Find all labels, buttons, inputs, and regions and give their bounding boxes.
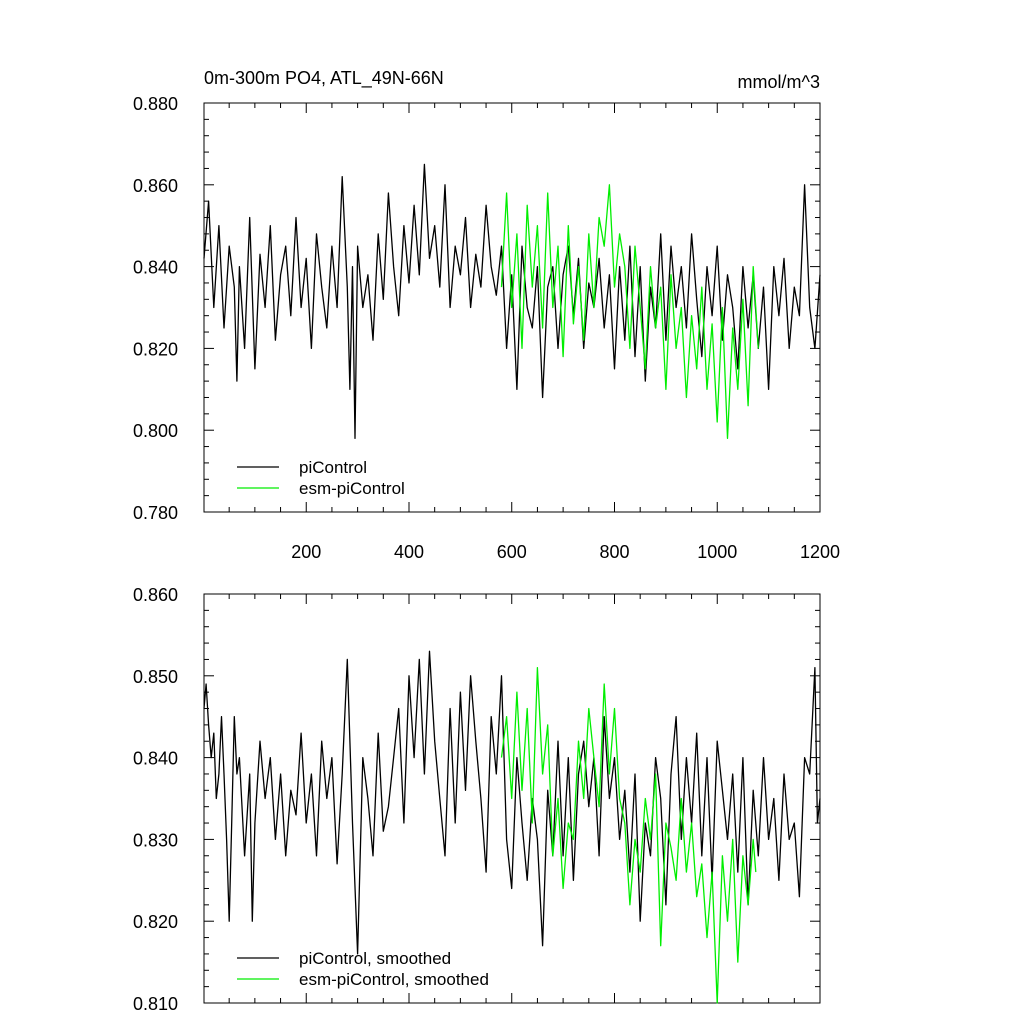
top-x-tick-label: 1200 <box>800 542 840 562</box>
bottom-legend-label: piControl, smoothed <box>299 949 451 968</box>
top-x-tick-label: 800 <box>599 542 629 562</box>
top-series-line-esm-picontrol <box>500 184 759 440</box>
bottom-y-tick-label: 0.830 <box>133 830 178 850</box>
top-legend-label: piControl <box>299 458 367 477</box>
bottom-y-tick-label: 0.850 <box>133 667 178 687</box>
top-x-tick-label: 400 <box>394 542 424 562</box>
top-y-tick-label: 0.860 <box>133 176 178 196</box>
bottom-series-line-esm-picontrol <box>500 666 757 1004</box>
bottom-y-tick-label: 0.860 <box>133 585 178 605</box>
bottom-series-line-picontrol <box>203 650 821 955</box>
top-y-tick-label: 0.840 <box>133 258 178 278</box>
top-y-tick-label: 0.800 <box>133 421 178 441</box>
top-plot-area: 0.780 0.800 0.820 0.840 0.860 0.880 200 400 600 8… <box>133 94 840 562</box>
bottom-y-tick-label: 0.810 <box>133 994 178 1014</box>
top-x-tick-label: 200 <box>291 542 321 562</box>
top-x-tick-label: 600 <box>497 542 527 562</box>
top-legend-label: esm-piControl <box>299 479 405 498</box>
top-title: 0m-300m PO4, ATL_49N-66N <box>204 68 444 89</box>
top-x-tick-label: 1000 <box>697 542 737 562</box>
bottom-plot-area: 0.810 0.820 0.830 0.840 0.850 0.860 piControl,… <box>133 585 821 1014</box>
top-y-tick-label: 0.820 <box>133 339 178 359</box>
top-panel: 0m-300m PO4, ATL_49N-66N mmol/m^3 0.7800… <box>133 68 840 562</box>
top-y-tick-label: 0.880 <box>133 94 178 114</box>
bottom-y-tick-label: 0.840 <box>133 749 178 769</box>
bottom-panel: 0.810 0.820 0.830 0.840 0.850 0.860 piControl,… <box>133 585 821 1014</box>
top-y-tick-label: 0.780 <box>133 503 178 523</box>
bottom-y-tick-label: 0.820 <box>133 912 178 932</box>
bottom-legend-label: esm-piControl, smoothed <box>299 970 489 989</box>
top-units-label: mmol/m^3 <box>738 72 820 92</box>
top-series-line-picontrol <box>203 163 821 440</box>
